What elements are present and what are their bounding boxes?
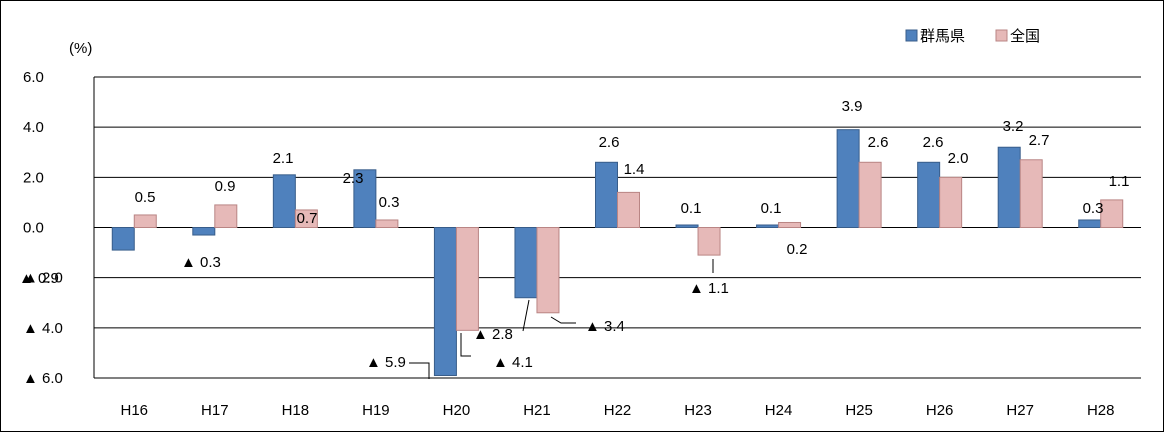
x-tick-label: H21: [523, 402, 551, 419]
data-label-gunma: 3.2: [1003, 118, 1024, 135]
data-label-national: 1.4: [624, 161, 645, 178]
bar-gunma: [917, 161, 941, 229]
bar-gunma: [353, 169, 377, 228]
legend-swatch-gunma: [905, 29, 918, 42]
leader-line: [550, 316, 576, 324]
x-tick-label: H17: [201, 402, 229, 419]
data-label-gunma: 2.3: [343, 170, 364, 187]
bar-gunma: [192, 227, 216, 236]
x-tick-label: H20: [443, 402, 471, 419]
x-tick-label: H25: [845, 402, 873, 419]
data-label-gunma: ▲ 0.9: [19, 270, 59, 287]
data-label-national: ▲ 3.4: [585, 318, 625, 335]
bar-national: [1100, 199, 1124, 229]
x-tick-label: H19: [362, 402, 390, 419]
bar-gunma: [595, 161, 618, 229]
bar-national: [617, 191, 640, 228]
bars: [111, 129, 1124, 376]
x-tick-label: H24: [765, 402, 793, 419]
data-label-national: ▲ 1.1: [689, 280, 729, 297]
data-label-national: 0.9: [215, 178, 236, 195]
data-label-national: 2.6: [868, 134, 889, 151]
data-label-gunma: 3.9: [842, 98, 863, 115]
data-label-national: 1.1: [1109, 173, 1130, 190]
bar-national: [858, 161, 882, 229]
x-tick-label: H26: [926, 402, 954, 419]
bar-gunma: [111, 227, 135, 251]
y-unit-label: (%): [69, 40, 92, 57]
x-tick-label: H18: [282, 402, 310, 419]
y-tick-label: ▲ 4.0: [23, 320, 63, 337]
y-tick-label: 0.0: [23, 220, 44, 237]
data-label-gunma: ▲ 5.9: [366, 354, 406, 371]
data-label-national: 0.2: [787, 241, 808, 258]
bar-national: [536, 227, 560, 314]
y-tick-label: ▲ 2.0: [23, 270, 63, 287]
y-tick-label: 4.0: [23, 119, 44, 136]
x-tick-label: H27: [1006, 402, 1034, 419]
y-axis: 6.0 4.0 2.0 0.0 ▲ 2.0 ▲ 4.0 ▲ 6.0: [23, 69, 95, 387]
y-tick-label: 2.0: [23, 169, 44, 186]
leader-line: [522, 299, 530, 332]
bar-gunma: [675, 224, 699, 229]
bar-gunma: [272, 174, 296, 228]
data-label-national: 2.7: [1029, 132, 1050, 149]
x-tick-label: H22: [604, 402, 632, 419]
data-label-gunma: ▲ 0.3: [181, 254, 221, 271]
x-tick-label: H16: [121, 402, 149, 419]
leader-lines: [409, 259, 714, 379]
x-tick-label: H23: [684, 402, 712, 419]
data-label-gunma: 2.6: [923, 134, 944, 151]
bar-national: [939, 176, 963, 228]
x-axis: H16 H17 H18 H19 H20 H21 H22 H23 H24 H25 H26 H27 H28: [121, 402, 1115, 419]
legend-label-national: 全国: [1010, 27, 1040, 45]
y-tick-label: 6.0: [23, 69, 44, 86]
bar-national: [294, 209, 318, 228]
data-label-national: ▲ 4.1: [493, 354, 533, 371]
data-label-national: 0.3: [379, 194, 400, 211]
bar-gunma: [997, 146, 1021, 229]
data-label-gunma: 0.1: [761, 200, 782, 217]
bar-gunma: [836, 129, 860, 228]
bar-gunma: [514, 227, 538, 299]
y-tick-label: ▲ 6.0: [23, 370, 63, 387]
legend-label-gunma: 群馬県: [920, 28, 965, 45]
bar-gunma: [1078, 219, 1102, 229]
bar-gunma: [756, 224, 780, 229]
bar-national: [455, 227, 479, 331]
data-label-gunma: 0.3: [1083, 200, 1104, 217]
bar-gunma: [433, 227, 457, 376]
bar-national: [214, 204, 238, 229]
data-label-national: 0.7: [297, 210, 318, 227]
data-label-national: 2.0: [948, 150, 969, 167]
bar-national: [133, 214, 157, 228]
leader-line: [409, 362, 430, 379]
x-tick-label: H28: [1087, 402, 1115, 419]
legend-swatch-national: [995, 29, 1008, 42]
data-label-gunma: 2.6: [599, 134, 620, 151]
bar-national: [778, 221, 802, 229]
data-label-gunma: 0.1: [681, 200, 702, 217]
legend: 群馬県 全国: [905, 27, 1040, 45]
data-label-gunma: ▲ 2.8: [473, 326, 513, 343]
bar-national: [1019, 159, 1043, 228]
leader-line: [460, 333, 471, 357]
data-labels: ▲ 0.9 ▲ 0.3 2.1 2.3 ▲ 5.9 ▲ 2.8 2.6 0.1 0.1 3.9 2.…: [19, 98, 1129, 371]
bar-national: [375, 219, 399, 229]
data-label-gunma: 2.1: [273, 150, 294, 167]
bar-national: [697, 227, 721, 256]
data-label-national: 0.5: [135, 189, 156, 206]
